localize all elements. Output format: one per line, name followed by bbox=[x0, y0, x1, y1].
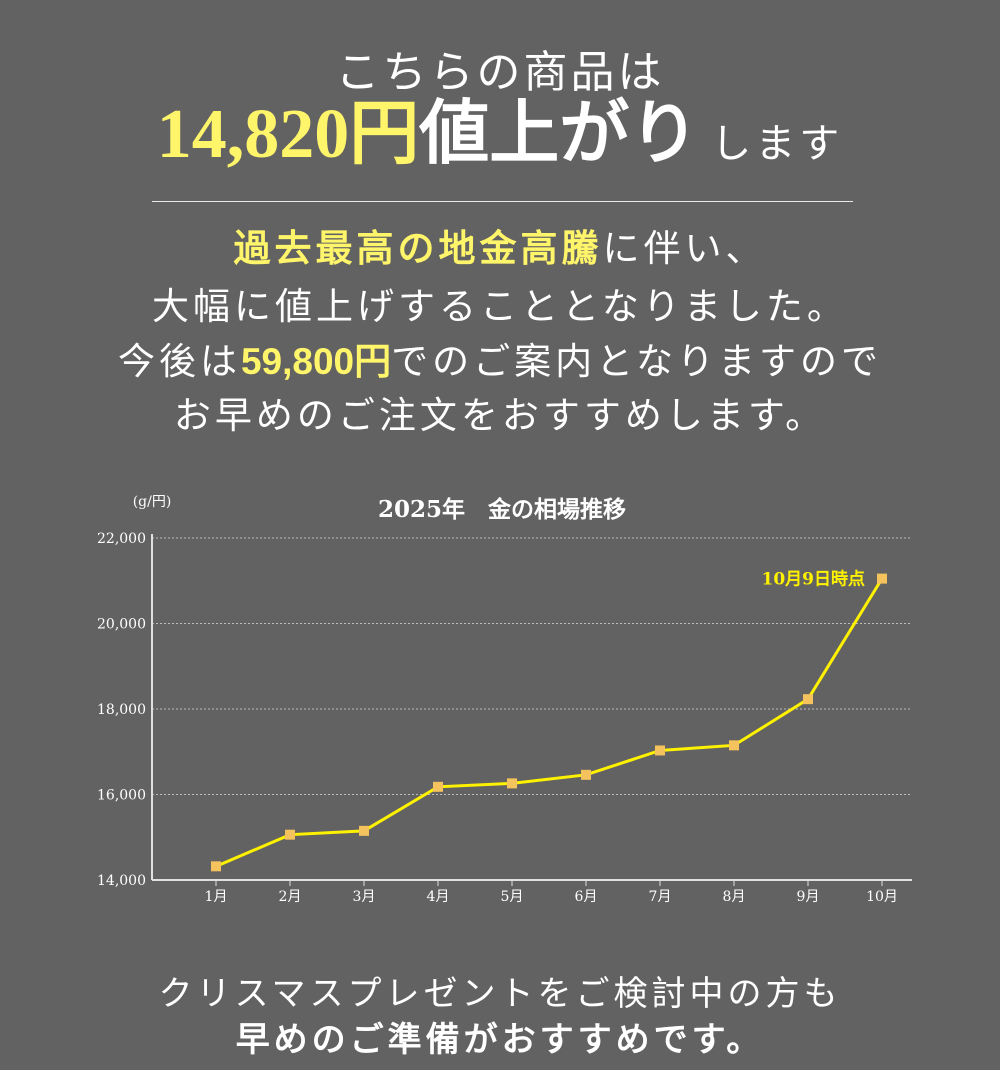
chart-title: 2025年 金の相場推移 bbox=[378, 496, 626, 523]
data-point bbox=[285, 829, 295, 840]
price-increase: 14,820円 bbox=[156, 96, 420, 173]
chart-x-ticks: 1月 2月 3月 4月 5月 6月 7月 8月 9月 10月 bbox=[205, 880, 898, 905]
new-price: 59,800円 bbox=[240, 341, 392, 382]
chart-annotation: 10月9日時点 bbox=[762, 569, 866, 590]
x-tick-label: 5月 bbox=[501, 889, 524, 905]
data-point bbox=[877, 573, 887, 584]
y-tick-label: 22,000 bbox=[97, 531, 146, 547]
body-line3-pre: 今後は bbox=[117, 340, 241, 383]
body-line1-rest: に伴い、 bbox=[602, 227, 767, 270]
footer-line1: クリスマスプレゼントをご検討中の方も bbox=[158, 974, 842, 1014]
x-tick-label: 9月 bbox=[797, 889, 820, 905]
headline-line1: こちらの商品は bbox=[335, 47, 665, 98]
chart-axes bbox=[151, 534, 912, 881]
data-point bbox=[507, 778, 517, 789]
y-tick-label: 14,000 bbox=[97, 873, 146, 889]
x-tick-label: 10月 bbox=[866, 889, 898, 905]
footer-line2: 早めのご準備がおすすめです。 bbox=[235, 1020, 765, 1060]
data-point bbox=[211, 861, 221, 872]
y-tick-label: 20,000 bbox=[97, 617, 146, 633]
data-point bbox=[359, 825, 369, 836]
body-highlight: 過去最高の地金高騰 bbox=[233, 226, 603, 270]
body-line3: 今後は59,800円でのご案内となりますので bbox=[0, 331, 1000, 385]
gold-price-chart: 2025年 金の相場推移 (g/円) 14,000 16,000 18,000 20,… bbox=[97, 494, 912, 905]
body-line4: お早めのご注文をおすすめします。 bbox=[173, 394, 827, 437]
y-tick-label: 18,000 bbox=[97, 702, 146, 718]
data-point bbox=[433, 781, 443, 792]
chart-grid bbox=[152, 537, 912, 795]
divider bbox=[152, 201, 853, 202]
data-point bbox=[803, 694, 813, 705]
x-tick-label: 7月 bbox=[649, 889, 672, 905]
x-tick-label: 2月 bbox=[279, 889, 302, 905]
headline-suffix: します bbox=[711, 121, 844, 167]
chart-y-ticks: 14,000 16,000 18,000 20,000 22,000 bbox=[97, 531, 146, 889]
headline-price-line: 14,820円値上がり します bbox=[0, 98, 1000, 170]
x-tick-label: 1月 bbox=[205, 889, 228, 905]
increase-word: 値上がり bbox=[419, 91, 700, 174]
data-point bbox=[655, 745, 665, 756]
x-tick-label: 6月 bbox=[575, 889, 598, 905]
y-tick-label: 16,000 bbox=[97, 788, 146, 804]
x-tick-label: 3月 bbox=[353, 889, 376, 905]
data-point bbox=[729, 740, 739, 751]
body-line3-post: でのご案内となりますので bbox=[391, 340, 883, 383]
data-point bbox=[581, 769, 591, 780]
chart-markers bbox=[211, 573, 887, 872]
price-series-line bbox=[215, 577, 884, 868]
body-line2: 大幅に値上げすることとなりました。 bbox=[152, 285, 848, 328]
x-tick-label: 4月 bbox=[427, 889, 450, 905]
x-tick-label: 8月 bbox=[723, 889, 746, 905]
body-line1: 過去最高の地金高騰に伴い、 bbox=[0, 218, 1000, 272]
chart-y-unit: (g/円) bbox=[133, 494, 172, 510]
